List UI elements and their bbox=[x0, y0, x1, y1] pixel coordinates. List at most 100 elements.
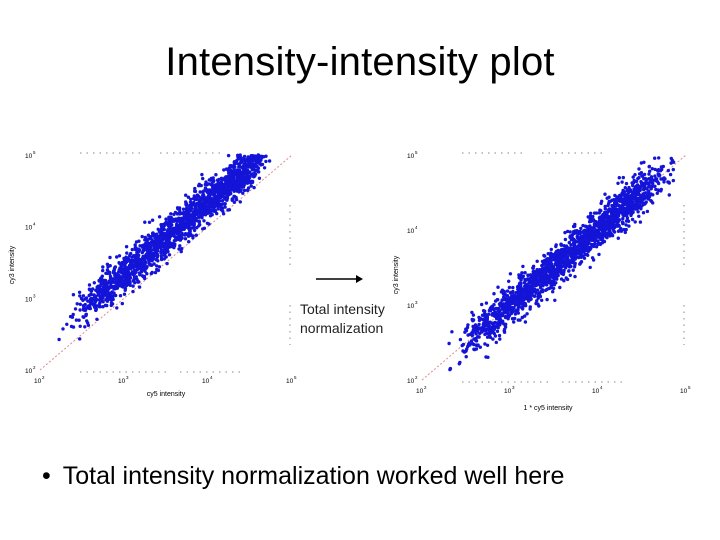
data-point bbox=[251, 166, 255, 170]
data-point bbox=[239, 175, 244, 179]
data-point bbox=[88, 306, 93, 311]
data-point bbox=[139, 270, 144, 274]
data-point bbox=[585, 246, 590, 250]
data-point bbox=[193, 186, 197, 191]
data-point bbox=[163, 251, 167, 255]
data-point bbox=[146, 233, 151, 237]
data-point bbox=[175, 225, 179, 230]
data-point bbox=[217, 188, 221, 193]
data-point bbox=[216, 182, 220, 186]
data-point bbox=[223, 205, 227, 209]
data-point bbox=[590, 235, 594, 240]
data-point bbox=[616, 198, 620, 203]
y-tick-label: 10 bbox=[25, 296, 33, 303]
data-point bbox=[574, 248, 578, 252]
data-point bbox=[198, 190, 202, 194]
data-point bbox=[571, 224, 576, 229]
data-point bbox=[509, 294, 514, 298]
data-point bbox=[172, 217, 176, 222]
data-point bbox=[74, 318, 79, 322]
data-point bbox=[613, 212, 617, 217]
data-point bbox=[208, 214, 213, 218]
data-point bbox=[586, 249, 591, 253]
data-point bbox=[133, 243, 137, 247]
data-point bbox=[205, 221, 210, 225]
data-point bbox=[135, 277, 139, 282]
data-point bbox=[197, 219, 201, 223]
data-point bbox=[503, 325, 508, 329]
data-point bbox=[593, 242, 597, 246]
data-point bbox=[86, 299, 90, 303]
data-point bbox=[492, 303, 496, 307]
data-point bbox=[521, 264, 525, 269]
data-point bbox=[86, 323, 91, 327]
data-point bbox=[145, 265, 149, 269]
data-point bbox=[77, 290, 82, 294]
data-point bbox=[621, 221, 625, 225]
data-point bbox=[631, 210, 635, 214]
data-point bbox=[590, 238, 594, 242]
data-point bbox=[594, 222, 598, 226]
bullet-point: • Total intensity normalization worked we… bbox=[42, 462, 564, 491]
data-point bbox=[95, 317, 99, 321]
data-point bbox=[78, 294, 82, 298]
data-point bbox=[262, 166, 267, 170]
data-point bbox=[631, 183, 635, 188]
data-point bbox=[596, 239, 600, 243]
data-point bbox=[252, 175, 256, 179]
data-point bbox=[243, 167, 247, 172]
y-tick-exponent: 2 bbox=[33, 365, 36, 370]
data-point bbox=[117, 273, 121, 277]
data-point bbox=[179, 227, 183, 232]
data-point bbox=[238, 153, 242, 157]
data-point bbox=[538, 294, 543, 299]
data-point bbox=[656, 188, 660, 192]
data-point bbox=[136, 257, 140, 261]
y-axis-label: cy3 intensity bbox=[9, 245, 16, 284]
data-point bbox=[576, 251, 581, 255]
data-point bbox=[657, 156, 661, 160]
data-point bbox=[599, 201, 603, 206]
data-point bbox=[579, 237, 583, 241]
data-point bbox=[595, 231, 600, 235]
data-point bbox=[528, 297, 533, 302]
data-point bbox=[491, 322, 495, 327]
data-point bbox=[120, 301, 125, 306]
data-point bbox=[68, 314, 73, 319]
data-point bbox=[608, 224, 612, 228]
data-point bbox=[194, 233, 198, 237]
data-point bbox=[182, 210, 186, 215]
data-point bbox=[532, 271, 536, 276]
data-point bbox=[473, 323, 478, 327]
data-point bbox=[550, 268, 555, 272]
data-point bbox=[487, 312, 491, 316]
data-point bbox=[656, 168, 661, 172]
data-point bbox=[520, 271, 524, 275]
data-point bbox=[606, 203, 610, 208]
x-axis-label: 1 * cy5 intensity bbox=[523, 405, 573, 412]
data-point bbox=[607, 199, 611, 204]
data-point bbox=[221, 212, 226, 216]
y-tick-exponent: 3 bbox=[415, 300, 418, 305]
data-point bbox=[524, 303, 528, 308]
data-point bbox=[238, 189, 243, 193]
data-point bbox=[629, 189, 633, 194]
data-point bbox=[629, 193, 634, 197]
data-point bbox=[607, 220, 612, 224]
data-point bbox=[178, 234, 182, 238]
data-point bbox=[205, 188, 209, 192]
data-point bbox=[484, 301, 489, 305]
data-point bbox=[219, 205, 223, 209]
data-point bbox=[224, 179, 228, 184]
data-point bbox=[130, 247, 134, 252]
data-point bbox=[461, 342, 466, 347]
data-point bbox=[105, 271, 109, 276]
data-point bbox=[531, 280, 536, 284]
data-point bbox=[539, 289, 543, 294]
data-point bbox=[118, 294, 123, 298]
data-point bbox=[497, 318, 501, 322]
data-point bbox=[232, 189, 236, 193]
data-point bbox=[636, 176, 640, 181]
data-point bbox=[496, 285, 500, 289]
data-point bbox=[113, 271, 117, 276]
